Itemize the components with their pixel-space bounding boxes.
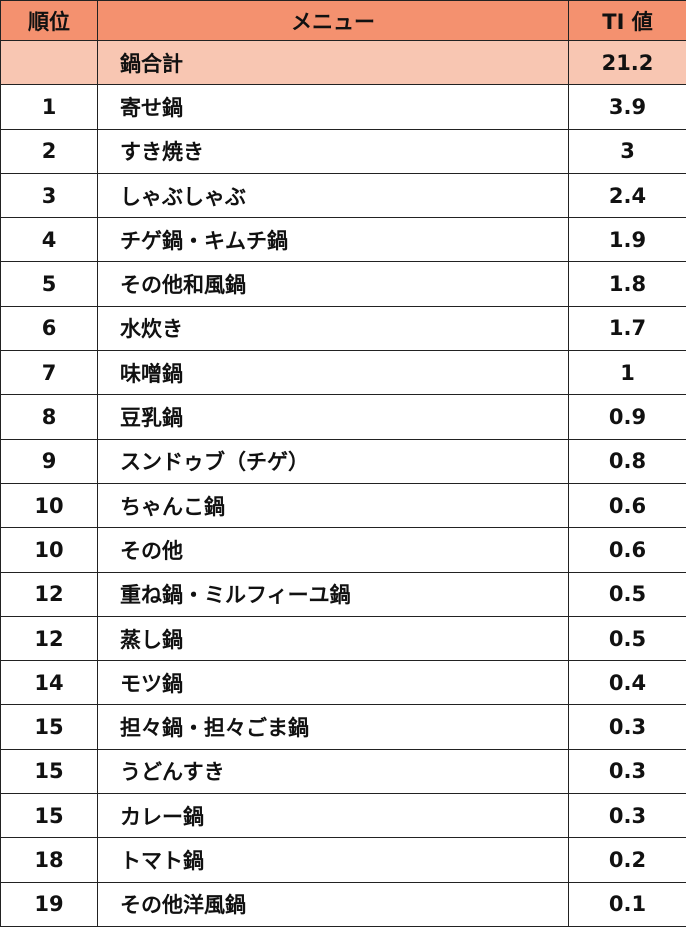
data-row: 10 その他 0.6	[0, 527, 686, 573]
menu-cell: ちゃんこ鍋	[97, 482, 569, 529]
value-cell: 0.6	[568, 527, 686, 573]
rank-cell: 2	[0, 128, 98, 174]
data-row: 14 モツ鍋 0.4	[0, 660, 686, 706]
value-cell: 1.8	[568, 261, 686, 307]
value-cell: 1.9	[568, 217, 686, 263]
value-cell: 2.4	[568, 172, 686, 219]
value-cell: 1	[568, 350, 686, 396]
menu-cell: しゃぶしゃぶ	[97, 172, 569, 219]
menu-cell: カレー鍋	[97, 793, 569, 839]
menu-cell: スンドゥブ（チゲ）	[97, 438, 569, 484]
data-row: 3 しゃぶしゃぶ 2.4	[0, 172, 686, 219]
menu-cell: 味噌鍋	[97, 350, 569, 396]
data-row: 10 ちゃんこ鍋 0.6	[0, 482, 686, 529]
value-cell: 3.9	[568, 84, 686, 130]
rank-cell: 10	[0, 482, 98, 529]
menu-cell: 豆乳鍋	[97, 394, 569, 440]
menu-cell: チゲ鍋・キムチ鍋	[97, 217, 569, 263]
data-row: 9 スンドゥブ（チゲ） 0.8	[0, 438, 686, 484]
rank-cell: 7	[0, 350, 98, 396]
menu-cell: 蒸し鍋	[97, 615, 569, 662]
menu-cell: モツ鍋	[97, 660, 569, 706]
data-row: 8 豆乳鍋 0.9	[0, 394, 686, 440]
value-cell: 0.2	[568, 837, 686, 883]
rank-cell: 12	[0, 615, 98, 662]
rank-cell: 14	[0, 660, 98, 706]
menu-cell: 鍋合計	[97, 39, 569, 86]
header-cell: TI 値	[568, 0, 686, 41]
value-cell: 0.4	[568, 660, 686, 706]
data-row: 4 チゲ鍋・キムチ鍋 1.9	[0, 217, 686, 263]
data-row: 15 うどんすき 0.3	[0, 748, 686, 795]
data-row: 19 その他洋風鍋 0.1	[0, 881, 686, 927]
rank-cell: 15	[0, 748, 98, 795]
rank-cell: 12	[0, 571, 98, 617]
menu-cell: その他洋風鍋	[97, 881, 569, 927]
rank-cell: 3	[0, 172, 98, 219]
data-row: 12 重ね鍋・ミルフィーユ鍋 0.5	[0, 571, 686, 617]
value-cell: 0.3	[568, 748, 686, 795]
header-row: 順位 メニュー TI 値	[0, 0, 686, 41]
menu-cell: 寄せ鍋	[97, 84, 569, 130]
menu-cell: うどんすき	[97, 748, 569, 795]
rank-cell	[0, 39, 98, 86]
value-cell: 3	[568, 128, 686, 174]
menu-cell: すき焼き	[97, 128, 569, 174]
data-row: 6 水炊き 1.7	[0, 305, 686, 352]
value-cell: 0.3	[568, 704, 686, 750]
value-cell: 0.9	[568, 394, 686, 440]
value-cell: 0.3	[568, 793, 686, 839]
rank-cell: 19	[0, 881, 98, 927]
total-row: 鍋合計 21.2	[0, 39, 686, 86]
header-cell: 順位	[0, 0, 98, 41]
rank-cell: 18	[0, 837, 98, 883]
rank-cell: 9	[0, 438, 98, 484]
rank-cell: 8	[0, 394, 98, 440]
value-cell: 21.2	[568, 39, 686, 86]
value-cell: 1.7	[568, 305, 686, 352]
rank-cell: 1	[0, 84, 98, 130]
data-row: 1 寄せ鍋 3.9	[0, 84, 686, 130]
rank-cell: 5	[0, 261, 98, 307]
rank-cell: 15	[0, 793, 98, 839]
menu-cell: 担々鍋・担々ごま鍋	[97, 704, 569, 750]
data-row: 12 蒸し鍋 0.5	[0, 615, 686, 662]
rank-cell: 4	[0, 217, 98, 263]
data-row: 2 すき焼き 3	[0, 128, 686, 174]
table-body: 鍋合計 21.2 1 寄せ鍋 3.9 2 すき焼き 3 3 しゃぶしゃぶ 2.4 4 チゲ鍋・キムチ…	[0, 39, 686, 927]
menu-cell: 水炊き	[97, 305, 569, 352]
menu-cell: その他和風鍋	[97, 261, 569, 307]
data-row: 15 担々鍋・担々ごま鍋 0.3	[0, 704, 686, 750]
data-row: 18 トマト鍋 0.2	[0, 837, 686, 883]
value-cell: 0.5	[568, 615, 686, 662]
menu-cell: 重ね鍋・ミルフィーユ鍋	[97, 571, 569, 617]
value-cell: 0.1	[568, 881, 686, 927]
rank-cell: 10	[0, 527, 98, 573]
menu-cell: その他	[97, 527, 569, 573]
value-cell: 0.5	[568, 571, 686, 617]
header-cell: メニュー	[97, 0, 569, 41]
value-cell: 0.6	[568, 482, 686, 529]
menu-cell: トマト鍋	[97, 837, 569, 883]
data-row: 5 その他和風鍋 1.8	[0, 261, 686, 307]
value-cell: 0.8	[568, 438, 686, 484]
data-row: 15 カレー鍋 0.3	[0, 793, 686, 839]
data-row: 7 味噌鍋 1	[0, 350, 686, 396]
rank-cell: 15	[0, 704, 98, 750]
rank-cell: 6	[0, 305, 98, 352]
